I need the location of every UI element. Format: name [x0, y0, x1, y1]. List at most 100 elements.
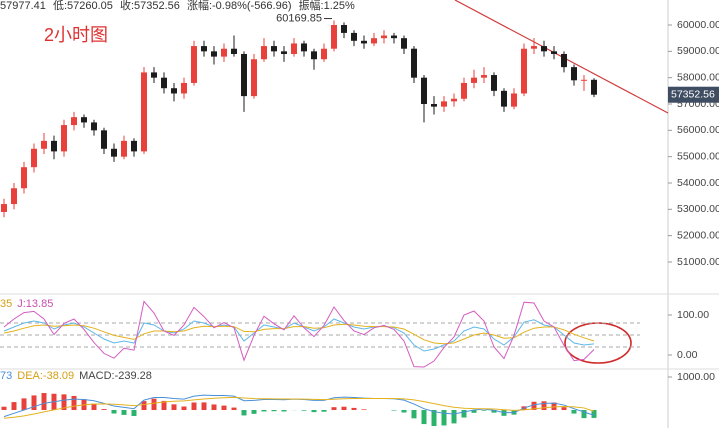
- histogram-bar: [491, 410, 497, 413]
- histogram-bar: [211, 404, 217, 411]
- candle-body: [101, 130, 107, 149]
- candle-body: [181, 82, 187, 94]
- histogram-bar: [301, 410, 307, 411]
- header-item: 涨幅:-0.98%(-566.96): [187, 0, 292, 12]
- indicator-line: [3, 323, 595, 345]
- histogram-bar: [131, 410, 137, 417]
- candle-body: [151, 72, 157, 78]
- histogram-bar: [361, 409, 367, 411]
- legend-text: MACD:-239.28: [79, 370, 152, 382]
- header-item: 振幅:1.25%: [299, 0, 355, 12]
- candle-body: [451, 98, 457, 102]
- histogram-bar: [171, 404, 177, 411]
- candle-body: [131, 140, 137, 152]
- candle-body: [71, 117, 77, 126]
- histogram-bar: [71, 395, 77, 411]
- legend-text: 73: [0, 370, 12, 382]
- candle-body: [531, 46, 537, 49]
- candle-body: [251, 59, 257, 97]
- candle-body: [391, 35, 397, 39]
- histogram-bar: [531, 401, 537, 411]
- histogram-bar: [481, 410, 487, 411]
- histogram-bar: [61, 394, 67, 411]
- candle-body: [511, 93, 517, 107]
- histogram-bar: [281, 410, 287, 412]
- candle-body: [241, 53, 247, 97]
- candle-body: [31, 148, 37, 168]
- candle-body: [341, 25, 347, 33]
- candle-body: [491, 75, 497, 91]
- candle-body: [281, 51, 287, 54]
- candle-body: [61, 125, 67, 152]
- y-tick-label: 53000.00: [677, 203, 719, 215]
- histogram-bar: [551, 402, 557, 411]
- candle-body: [551, 51, 557, 54]
- candle-body: [201, 46, 207, 52]
- histogram-bar: [191, 402, 197, 411]
- y-tick-label: 60000.00: [677, 19, 719, 31]
- y-tick-label: 56000.00: [677, 124, 719, 136]
- histogram-bar: [181, 406, 187, 411]
- histogram-bar: [41, 393, 47, 411]
- histogram-bar: [341, 406, 347, 411]
- candle-body: [21, 167, 27, 189]
- histogram-bar: [11, 402, 17, 411]
- y-tick-label: 59000.00: [677, 45, 719, 57]
- candle-body: [501, 90, 507, 107]
- legend-text: 35: [0, 298, 12, 310]
- histogram-bar: [251, 410, 257, 414]
- candle-body: [481, 75, 487, 78]
- histogram-bar: [111, 410, 117, 414]
- histogram-bar: [271, 410, 277, 412]
- candle-body: [301, 43, 307, 52]
- candle-body: [141, 72, 147, 152]
- header: 57977.41 低:57260.05 收:57352.56 涨幅:-0.98%…: [0, 0, 355, 12]
- price-tag-label: 57352.56: [671, 89, 715, 101]
- candle-body: [471, 77, 477, 83]
- candle-body: [161, 77, 167, 89]
- histogram-bar: [241, 410, 247, 416]
- y-tick-label: 58000.00: [677, 71, 719, 83]
- histogram-bar: [541, 401, 547, 411]
- histogram-bar: [121, 410, 127, 415]
- candle-body: [231, 48, 237, 54]
- candle-body: [351, 32, 357, 41]
- histogram-bar: [441, 410, 447, 426]
- histogram-bar: [311, 410, 317, 413]
- candle-body: [311, 51, 317, 60]
- y-tick-label: 51000.00: [677, 256, 719, 268]
- candle-body: [371, 38, 377, 44]
- histogram-bar: [451, 410, 457, 424]
- candle-body: [411, 48, 417, 78]
- histogram-bar: [411, 410, 417, 419]
- y-tick-label: 55000.00: [677, 150, 719, 162]
- candle-body: [581, 79, 587, 81]
- candle-body: [261, 46, 267, 60]
- histogram-bar: [21, 398, 27, 411]
- candle-body: [421, 77, 427, 105]
- histogram-bar: [201, 402, 207, 411]
- candle-body: [51, 140, 57, 152]
- histogram-bar: [561, 407, 567, 411]
- candle-body: [321, 48, 327, 60]
- candle-body: [441, 101, 447, 107]
- histogram-bar: [221, 405, 227, 411]
- histogram-bar: [1, 406, 7, 411]
- candle-body: [361, 40, 367, 44]
- candle-body: [461, 82, 467, 99]
- candle-body: [191, 46, 197, 83]
- candle-body: [271, 46, 277, 52]
- histogram-bar: [351, 407, 357, 411]
- candle-body: [221, 48, 227, 57]
- candle-body: [11, 188, 17, 205]
- candle-body: [291, 43, 297, 54]
- candle-body: [571, 67, 577, 81]
- histogram-bar: [261, 410, 267, 412]
- histogram-bar: [591, 410, 597, 418]
- histogram-bar: [31, 395, 37, 411]
- y-tick-label: 54000.00: [677, 177, 719, 189]
- y-tick-label: 1000.00: [677, 371, 715, 383]
- histogram-bar: [331, 407, 337, 411]
